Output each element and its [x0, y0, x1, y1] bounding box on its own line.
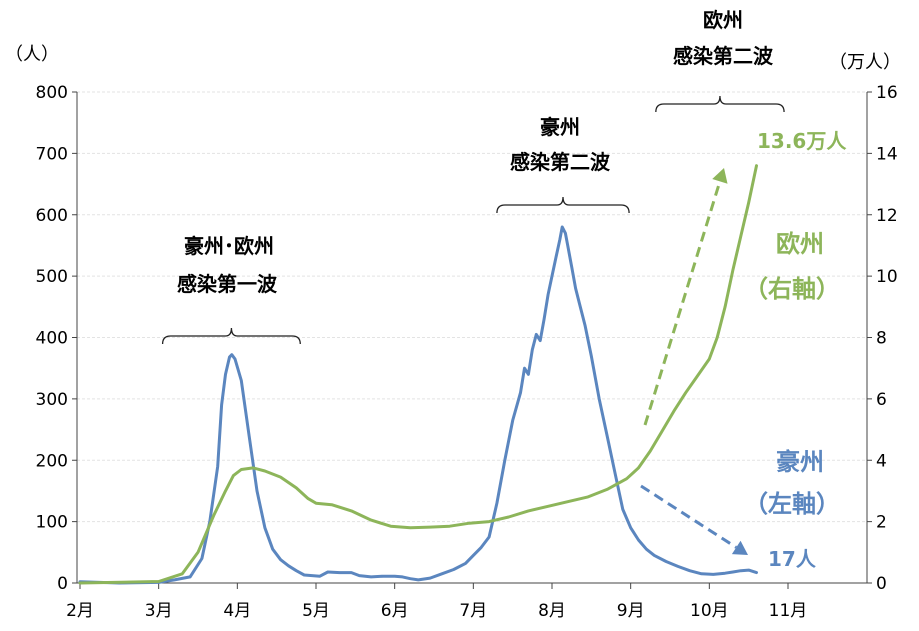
- annotation-first-wave-line2: 感染第一波: [177, 272, 278, 296]
- y-left-tick-label: 800: [36, 83, 68, 103]
- gridlines: [77, 91, 867, 523]
- y-right-tick-label: 10: [876, 267, 898, 287]
- australia-trend-arrow-shaft: [640, 484, 738, 549]
- annotation-au-second-wave-line2: 感染第二波: [510, 150, 611, 174]
- x-tick-label: 2月: [66, 601, 94, 621]
- x-tick-label: 11月: [769, 601, 808, 621]
- x-tick-label: 3月: [145, 601, 173, 621]
- annotation-eu-second-wave-line1: 欧州: [703, 8, 743, 32]
- y-right-tick-label: 6: [876, 390, 887, 410]
- wave-braces: [161, 95, 785, 345]
- annotation-first-wave-line1: 豪州･欧州: [184, 234, 274, 258]
- europe-end-label: 13.6万人: [757, 129, 847, 153]
- y-right-tick-label: 0: [876, 574, 887, 594]
- axes: [72, 91, 872, 589]
- y-axis-left-ticks: 800 700 600 500 400 300 200 100 0: [36, 83, 68, 594]
- x-tick-label: 4月: [223, 601, 251, 621]
- x-tick-label: 9月: [617, 601, 645, 621]
- y-left-tick-label: 300: [36, 390, 68, 410]
- europe-trend-arrow-shaft: [643, 180, 722, 426]
- y-left-tick-label: 200: [36, 451, 68, 471]
- australia-trend-arrow-head: [731, 540, 748, 555]
- australia-line: [78, 225, 758, 585]
- y-left-tick-label: 0: [57, 574, 68, 594]
- y-right-tick-label: 2: [876, 513, 887, 533]
- x-tick-label: 7月: [459, 601, 487, 621]
- annotation-eu-second-wave-line2: 感染第二波: [673, 44, 774, 68]
- series-lines: [78, 164, 758, 585]
- y-right-tick-label: 16: [876, 83, 898, 103]
- x-tick-label: 5月: [302, 601, 330, 621]
- australia-axis-label: （左軸）: [744, 490, 840, 518]
- y-right-tick-label: 8: [876, 329, 887, 349]
- europe-axis-label: （右軸）: [744, 275, 840, 303]
- y-left-tick-label: 700: [36, 144, 68, 164]
- europe-line: [78, 164, 758, 585]
- trend-arrows: [640, 168, 748, 555]
- y-axis-left-unit: （人）: [5, 44, 59, 65]
- x-tick-label: 8月: [538, 601, 566, 621]
- y-axis-right-ticks: 16 14 12 10 8 6 4 2 0: [876, 83, 898, 594]
- australia-series-label: 豪州: [776, 448, 824, 476]
- y-right-tick-label: 14: [876, 144, 898, 164]
- brace-first_wave: [161, 327, 301, 345]
- y-left-tick-label: 500: [36, 267, 68, 287]
- y-right-tick-label: 12: [876, 206, 898, 226]
- y-left-tick-label: 100: [36, 513, 68, 533]
- europe-trend-arrow-head: [712, 168, 728, 184]
- brace-eu_second: [655, 95, 785, 113]
- annotation-au-second-wave-line1: 豪州: [540, 115, 580, 139]
- brace-au_second: [496, 196, 630, 214]
- x-axis-ticks: 2月 3月 4月 5月 6月 7月 8月 9月 10月 11月: [66, 601, 807, 621]
- y-axis-right-unit: （万人）: [829, 52, 901, 73]
- x-tick-label: 6月: [381, 601, 409, 621]
- x-tick-label: 10月: [690, 601, 729, 621]
- australia-end-label: 17人: [768, 547, 817, 571]
- y-left-tick-label: 400: [36, 329, 68, 349]
- y-right-tick-label: 4: [876, 451, 887, 471]
- europe-series-label: 欧州: [776, 230, 824, 258]
- y-left-tick-label: 600: [36, 206, 68, 226]
